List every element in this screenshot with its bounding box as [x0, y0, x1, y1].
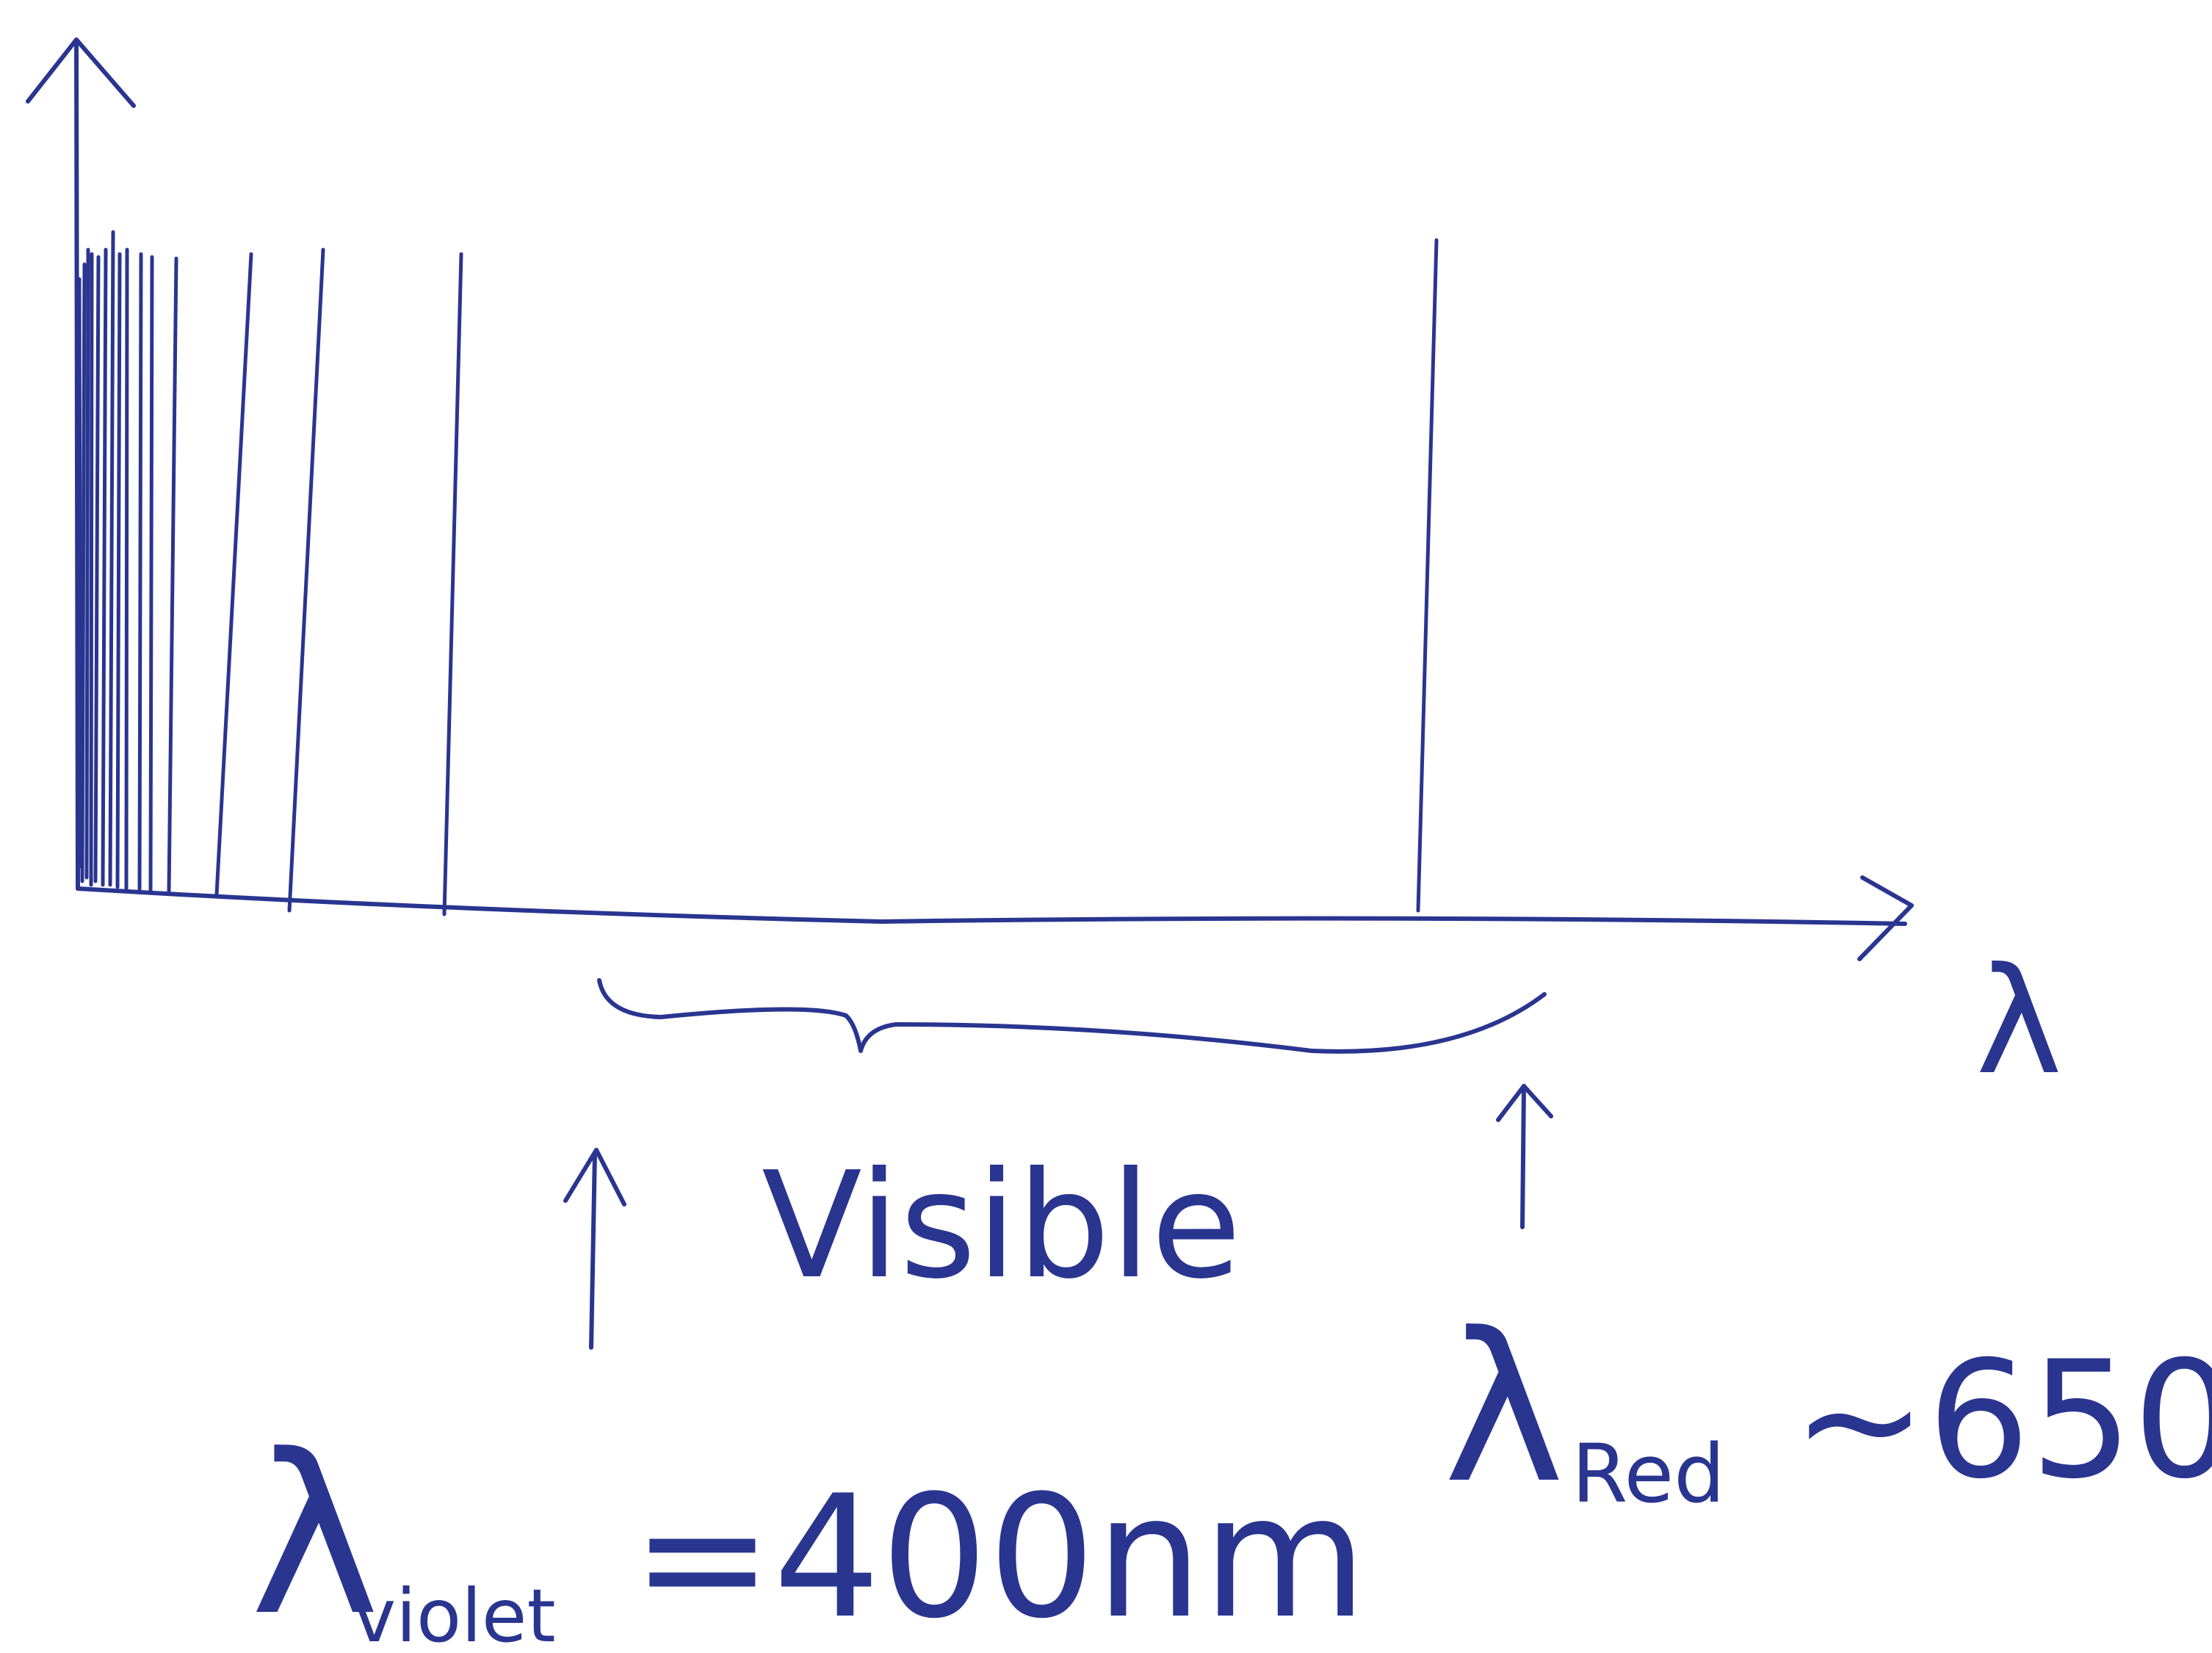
red-value: ~650 — [1792, 1326, 2212, 1514]
spectral-line — [79, 279, 81, 867]
violet-subscript: violet — [353, 1573, 556, 1653]
visible-label: Visible — [762, 1140, 1241, 1312]
spectral-line — [140, 254, 141, 890]
spectral-line — [118, 254, 120, 887]
spectral-line — [126, 250, 127, 889]
violet-value: =400nm — [632, 1460, 1367, 1653]
diagram: λ Visible λ violet =400nm λ Red ~650 — [0, 0, 2212, 1653]
red-subscript: Red — [1572, 1427, 1725, 1521]
y-axis-line — [76, 43, 78, 889]
arrow-shaft — [1522, 1086, 1524, 1227]
spectral-line — [151, 257, 152, 891]
axis-label: λ — [1976, 936, 2062, 1107]
spectral-line — [82, 264, 84, 881]
spectral-line — [87, 250, 88, 878]
spectral-line — [91, 254, 92, 885]
red-symbol: λ — [1443, 1290, 1565, 1529]
